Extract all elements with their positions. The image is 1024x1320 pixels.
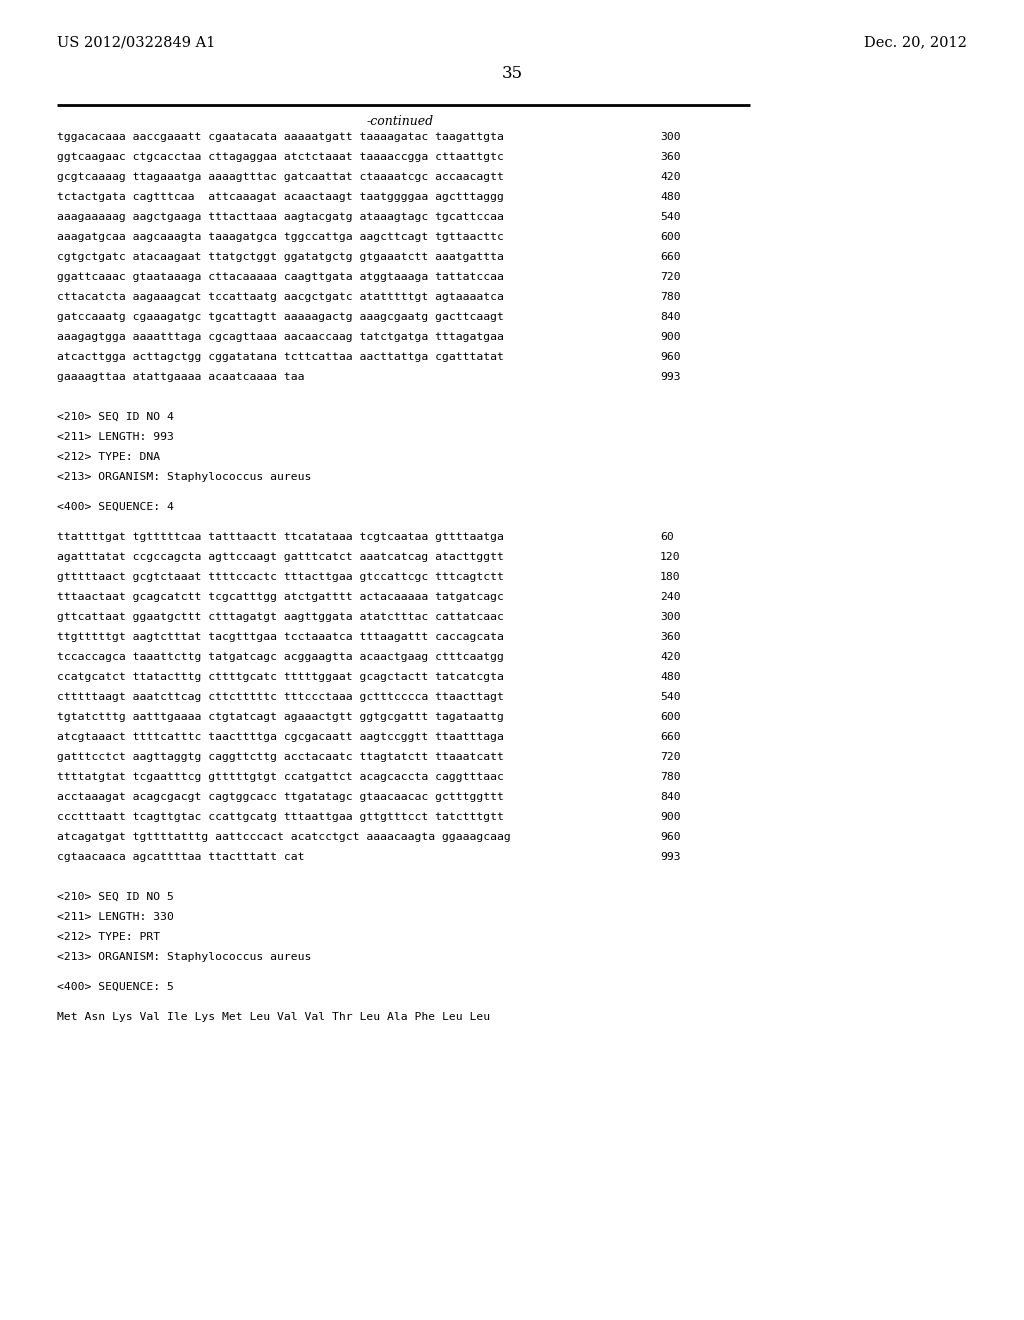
Text: <211> LENGTH: 330: <211> LENGTH: 330 xyxy=(57,912,174,921)
Text: Met Asn Lys Val Ile Lys Met Leu Val Val Thr Leu Ala Phe Leu Leu: Met Asn Lys Val Ile Lys Met Leu Val Val … xyxy=(57,1012,490,1022)
Text: Dec. 20, 2012: Dec. 20, 2012 xyxy=(864,36,967,49)
Text: 780: 780 xyxy=(660,772,681,781)
Text: 120: 120 xyxy=(660,552,681,562)
Text: 300: 300 xyxy=(660,612,681,622)
Text: ttttatgtat tcgaatttcg gtttttgtgt ccatgattct acagcaccta caggtttaac: ttttatgtat tcgaatttcg gtttttgtgt ccatgat… xyxy=(57,772,504,781)
Text: 480: 480 xyxy=(660,672,681,682)
Text: 840: 840 xyxy=(660,312,681,322)
Text: ctttttaagt aaatcttcag cttctttttc tttccctaaa gctttcccca ttaacttagt: ctttttaagt aaatcttcag cttctttttc tttccct… xyxy=(57,692,504,702)
Text: tggacacaaa aaccgaaatt cgaatacata aaaaatgatt taaaagataс taagattgta: tggacacaaa aaccgaaatt cgaatacata aaaaatg… xyxy=(57,132,504,143)
Text: ttgtttttgt aagtctttat tacgtttgaa tcctaaatca tttaagattt caccagcata: ttgtttttgt aagtctttat tacgtttgaa tcctaaa… xyxy=(57,632,504,642)
Text: 35: 35 xyxy=(502,65,522,82)
Text: 300: 300 xyxy=(660,132,681,143)
Text: <210> SEQ ID NO 4: <210> SEQ ID NO 4 xyxy=(57,412,174,422)
Text: ggattcaaac gtaataaaga cttacaaaaa caagttgata atggtaaaga tattatccaa: ggattcaaac gtaataaaga cttacaaaaa caagttg… xyxy=(57,272,504,282)
Text: 420: 420 xyxy=(660,652,681,663)
Text: 240: 240 xyxy=(660,591,681,602)
Text: gtttttaact gcgtctaaat ttttccactc tttacttgaa gtccattcgc tttcagtctt: gtttttaact gcgtctaaat ttttccactc tttactt… xyxy=(57,572,504,582)
Text: <400> SEQUENCE: 4: <400> SEQUENCE: 4 xyxy=(57,502,174,512)
Text: 180: 180 xyxy=(660,572,681,582)
Text: agatttatat ccgccagcta agttccaagt gatttcatct aaatcatcag atacttggtt: agatttatat ccgccagcta agttccaagt gatttca… xyxy=(57,552,504,562)
Text: 780: 780 xyxy=(660,292,681,302)
Text: 900: 900 xyxy=(660,333,681,342)
Text: 600: 600 xyxy=(660,711,681,722)
Text: <213> ORGANISM: Staphylococcus aureus: <213> ORGANISM: Staphylococcus aureus xyxy=(57,473,311,482)
Text: 900: 900 xyxy=(660,812,681,822)
Text: US 2012/0322849 A1: US 2012/0322849 A1 xyxy=(57,36,215,49)
Text: <210> SEQ ID NO 5: <210> SEQ ID NO 5 xyxy=(57,892,174,902)
Text: atcacttgga acttagctgg cggatatana tcttcattaa aacttattga cgatttatat: atcacttgga acttagctgg cggatatana tcttcat… xyxy=(57,352,504,362)
Text: 60: 60 xyxy=(660,532,674,543)
Text: 720: 720 xyxy=(660,752,681,762)
Text: aaagagtgga aaaatttaga cgcagttaaa aacaaccaag tatctgatga tttagatgaa: aaagagtgga aaaatttaga cgcagttaaa aacaacc… xyxy=(57,333,504,342)
Text: 960: 960 xyxy=(660,832,681,842)
Text: tccaccagca taaattcttg tatgatcagc acggaagtta acaactgaag ctttcaatgg: tccaccagca taaattcttg tatgatcagc acggaag… xyxy=(57,652,504,663)
Text: ggtcaagaac ctgcacctaa cttagaggaa atctctaaat taaaaccgga cttaattgtc: ggtcaagaac ctgcacctaa cttagaggaa atctcta… xyxy=(57,152,504,162)
Text: gaaaagttaa atattgaaaa acaatcaaaa taa: gaaaagttaa atattgaaaa acaatcaaaa taa xyxy=(57,372,304,381)
Text: <211> LENGTH: 993: <211> LENGTH: 993 xyxy=(57,432,174,442)
Text: cgtaacaaca agcattttaa ttactttatt cat: cgtaacaaca agcattttaa ttactttatt cat xyxy=(57,851,304,862)
Text: atcgtaaact ttttcatttc taacttttga cgcgacaatt aagtccggtt ttaatttaga: atcgtaaact ttttcatttc taacttttga cgcgaca… xyxy=(57,733,504,742)
Text: 420: 420 xyxy=(660,172,681,182)
Text: 993: 993 xyxy=(660,851,681,862)
Text: atcagatgat tgttttatttg aattcccact acatcctgct aaaacaagta ggaaagcaag: atcagatgat tgttttatttg aattcccact acatcc… xyxy=(57,832,511,842)
Text: 840: 840 xyxy=(660,792,681,803)
Text: ccctttaatt tcagttgtac ccattgcatg tttaattgaa gttgtttcct tatctttgtt: ccctttaatt tcagttgtac ccattgcatg tttaatt… xyxy=(57,812,504,822)
Text: 720: 720 xyxy=(660,272,681,282)
Text: 660: 660 xyxy=(660,252,681,261)
Text: 480: 480 xyxy=(660,191,681,202)
Text: gatccaaatg cgaaagatgc tgcattagtt aaaaagactg aaagcgaatg gacttcaagt: gatccaaatg cgaaagatgc tgcattagtt aaaaaga… xyxy=(57,312,504,322)
Text: gcgtcaaaag ttagaaatga aaaagtttac gatcaattat ctaaaatcgc accaacagtt: gcgtcaaaag ttagaaatga aaaagtttac gatcaat… xyxy=(57,172,504,182)
Text: 360: 360 xyxy=(660,632,681,642)
Text: -continued: -continued xyxy=(367,115,433,128)
Text: gttcattaat ggaatgcttt ctttagatgt aagttggata atatctttac cattatcaac: gttcattaat ggaatgcttt ctttagatgt aagttgg… xyxy=(57,612,504,622)
Text: <213> ORGANISM: Staphylococcus aureus: <213> ORGANISM: Staphylococcus aureus xyxy=(57,952,311,962)
Text: <212> TYPE: DNA: <212> TYPE: DNA xyxy=(57,451,160,462)
Text: tttaactaat gcagcatctt tcgcatttgg atctgatttt actacaaaaa tatgatcagc: tttaactaat gcagcatctt tcgcatttgg atctgat… xyxy=(57,591,504,602)
Text: 993: 993 xyxy=(660,372,681,381)
Text: tgtatctttg aatttgaaaa ctgtatcagt agaaactgtt ggtgcgattt tagataattg: tgtatctttg aatttgaaaa ctgtatcagt agaaact… xyxy=(57,711,504,722)
Text: ccatgcatct ttatactttg cttttgcatc tttttggaat gcagctactt tatcatcgta: ccatgcatct ttatactttg cttttgcatc tttttgg… xyxy=(57,672,504,682)
Text: 540: 540 xyxy=(660,213,681,222)
Text: 660: 660 xyxy=(660,733,681,742)
Text: acctaaagat acagcgacgt cagtggcacc ttgatatagc gtaacaacac gctttggttt: acctaaagat acagcgacgt cagtggcacc ttgatat… xyxy=(57,792,504,803)
Text: ttattttgat tgtttttcaa tatttaactt ttcatataaa tcgtcaataa gttttaatga: ttattttgat tgtttttcaa tatttaactt ttcatat… xyxy=(57,532,504,543)
Text: <212> TYPE: PRT: <212> TYPE: PRT xyxy=(57,932,160,942)
Text: <400> SEQUENCE: 5: <400> SEQUENCE: 5 xyxy=(57,982,174,993)
Text: tctactgata cagtttcaa  attcaaagat acaactaagt taatggggaa agctttaggg: tctactgata cagtttcaa attcaaagat acaactaa… xyxy=(57,191,504,202)
Text: aaagaaaaag aagctgaaga tttacttaaa aagtacgatg ataaagtagc tgcattccaa: aaagaaaaag aagctgaaga tttacttaaa aagtacg… xyxy=(57,213,504,222)
Text: 540: 540 xyxy=(660,692,681,702)
Text: 600: 600 xyxy=(660,232,681,242)
Text: cttacatcta aagaaagcat tccattaatg aacgctgatc atatttttgt agtaaaatca: cttacatcta aagaaagcat tccattaatg aacgctg… xyxy=(57,292,504,302)
Text: aaagatgcaa aagcaaagta taaagatgca tggccattga aagcttcagt tgttaacttc: aaagatgcaa aagcaaagta taaagatgca tggccat… xyxy=(57,232,504,242)
Text: 360: 360 xyxy=(660,152,681,162)
Text: gatttcctct aagttaggtg caggttcttg acctacaatc ttagtatctt ttaaatcatt: gatttcctct aagttaggtg caggttcttg acctaca… xyxy=(57,752,504,762)
Text: cgtgctgatc atacaagaat ttatgctggt ggatatgctg gtgaaatctt aaatgattta: cgtgctgatc atacaagaat ttatgctggt ggatatg… xyxy=(57,252,504,261)
Text: 960: 960 xyxy=(660,352,681,362)
